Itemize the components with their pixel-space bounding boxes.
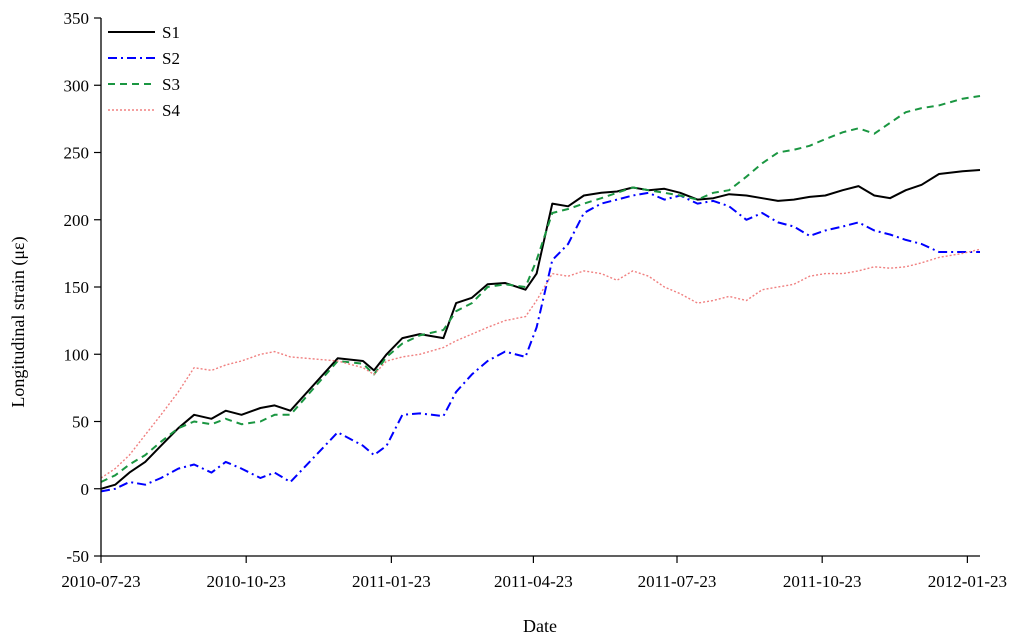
x-tick-label: 2010-07-23 [61, 572, 140, 591]
legend-label-s2: S2 [162, 49, 180, 68]
x-tick-label: 2011-10-23 [783, 572, 862, 591]
series-line-s4 [100, 248, 981, 479]
y-tick-label: 250 [64, 144, 90, 163]
y-axis-title: Longitudinal strain (με) [8, 236, 29, 407]
axes-layer: -50 0 50 100 150 200 250 300 350 2010-07-23 2010-1… [61, 9, 1007, 591]
y-tick-label: 50 [72, 413, 89, 432]
legend-label-s4: S4 [162, 101, 180, 120]
y-tick-label: -50 [66, 547, 89, 566]
series-line-s3 [100, 95, 981, 483]
y-tick-label: 350 [64, 9, 90, 28]
x-tick-label: 2011-04-23 [494, 572, 573, 591]
x-tick-label: 2011-01-23 [352, 572, 431, 591]
legend-label-s1: S1 [162, 23, 180, 42]
x-tick-label: 2012-01-23 [928, 572, 1007, 591]
y-tick-label: 150 [64, 278, 90, 297]
x-tick-label: 2011-07-23 [638, 572, 717, 591]
series-layer [100, 95, 981, 493]
y-tick-label: 200 [64, 211, 90, 230]
legend-label-s3: S3 [162, 75, 180, 94]
x-axis-title: Date [523, 616, 557, 636]
series-line-s2 [100, 191, 980, 493]
y-tick-label: 100 [64, 345, 90, 364]
legend: S1 S2 S3 S4 [108, 23, 180, 120]
series-line-s1 [100, 169, 981, 490]
y-tick-label: 300 [64, 76, 90, 95]
y-tick-label: 0 [81, 480, 90, 499]
x-tick-label: 2010-10-23 [207, 572, 286, 591]
